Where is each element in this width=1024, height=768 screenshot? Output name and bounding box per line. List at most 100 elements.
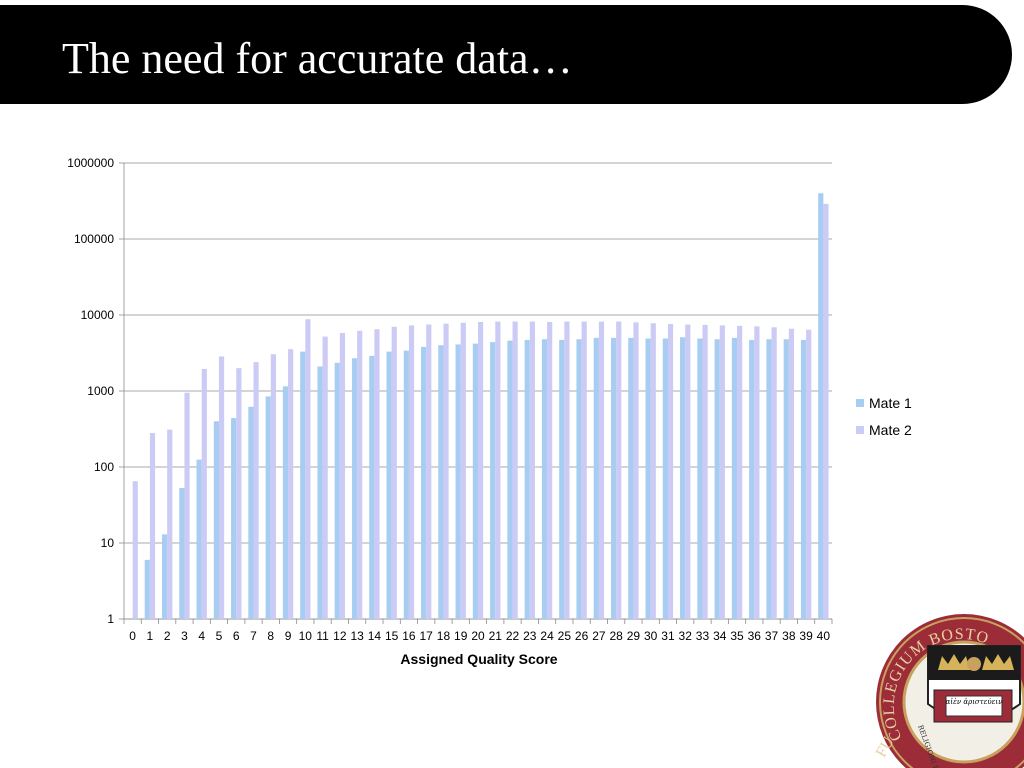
y-tick-label: 100000 — [74, 232, 114, 246]
x-tick-label: 20 — [471, 629, 485, 643]
x-tick-label: 23 — [523, 629, 537, 643]
x-tick-label: 12 — [333, 629, 347, 643]
x-tick-label: 8 — [267, 629, 274, 643]
x-tick-label: 24 — [540, 629, 554, 643]
bar-mate-1-21 — [490, 342, 496, 619]
bar-mate-2-13 — [357, 330, 363, 619]
bar-mate-2-40 — [823, 203, 829, 619]
bar-mate-1-7 — [248, 406, 254, 619]
x-tick-label: 15 — [385, 629, 399, 643]
x-tick-label: 14 — [368, 629, 382, 643]
bar-mate-2-6 — [236, 368, 242, 619]
x-tick-label: 28 — [609, 629, 623, 643]
legend: Mate 1 Mate 2 — [856, 395, 912, 438]
legend-swatch — [856, 426, 864, 434]
x-tick-label: 25 — [558, 629, 572, 643]
x-tick-label: 16 — [402, 629, 416, 643]
bar-mate-1-15 — [386, 351, 392, 619]
x-tick-label: 10 — [299, 629, 313, 643]
x-tick-label: 13 — [350, 629, 364, 643]
x-tick-label: 36 — [748, 629, 762, 643]
bar-mate-1-19 — [455, 344, 461, 619]
bar-mate-1-2 — [161, 534, 168, 619]
bar-mate-1-23 — [524, 339, 530, 619]
college-seal-icon: COLLEGIUM BOSTO FU αἰὲν ἀριστεύειν RELIG… — [873, 614, 1024, 768]
bar-mate-2-4 — [201, 368, 207, 619]
x-tick-label: 0 — [129, 629, 136, 643]
bar-mate-1-31 — [662, 338, 668, 619]
bar-mate-2-26 — [581, 321, 587, 619]
bar-mate-2-0 — [132, 481, 138, 619]
y-tick-label: 10 — [101, 536, 115, 550]
bar-mate-2-20 — [478, 321, 484, 619]
bar-mate-1-8 — [265, 396, 271, 619]
bar-mate-2-27 — [598, 321, 605, 619]
x-tick-label: 38 — [782, 629, 796, 643]
bar-mate-1-24 — [541, 339, 548, 619]
bar-mate-2-22 — [512, 321, 518, 619]
x-tick-label: 32 — [679, 629, 693, 643]
x-tick-label: 27 — [592, 629, 606, 643]
bar-mate-2-29 — [633, 322, 639, 619]
bar-mate-2-39 — [806, 329, 812, 619]
bar-mate-1-16 — [403, 350, 409, 619]
bar-mate-1-35 — [731, 337, 738, 619]
x-tick-label: 21 — [489, 629, 503, 643]
bar-mate-2-14 — [374, 329, 380, 619]
bar-mate-1-1 — [144, 559, 150, 619]
bar-mate-2-19 — [460, 322, 466, 619]
bar-mate-2-17 — [426, 324, 432, 619]
bar-mate-1-33 — [697, 338, 703, 619]
x-tick-label: 17 — [420, 629, 434, 643]
bar-mate-1-5 — [213, 421, 219, 619]
bar-mate-2-11 — [322, 336, 328, 619]
title-bar: The need for accurate data… — [0, 5, 1012, 104]
bar-mate-2-28 — [616, 321, 622, 619]
x-tick-label: 26 — [575, 629, 589, 643]
bar-mate-2-16 — [408, 325, 415, 619]
bar-mate-2-35 — [737, 325, 743, 619]
bar-mate-2-33 — [702, 324, 708, 619]
y-tick-label: 1 — [107, 612, 114, 626]
bar-mate-2-23 — [529, 321, 535, 619]
bar-mate-2-37 — [771, 327, 777, 619]
x-tick-label: 2 — [164, 629, 171, 643]
x-tick-label: 39 — [799, 629, 813, 643]
y-tick-label: 10000 — [81, 308, 115, 322]
bar-mate-1-9 — [282, 386, 289, 619]
slide-title: The need for accurate data… — [62, 34, 573, 83]
bar-mate-1-37 — [766, 339, 772, 619]
bar-mate-2-24 — [547, 321, 553, 619]
bar-mate-1-22 — [507, 340, 513, 619]
bar-mate-1-27 — [593, 337, 599, 619]
x-tick-label: 31 — [661, 629, 675, 643]
bar-mate-2-10 — [305, 319, 311, 619]
bar-mate-2-1 — [149, 433, 156, 619]
bar-mate-1-13 — [351, 358, 358, 619]
bar-mate-1-28 — [610, 337, 617, 619]
bar-mate-2-25 — [564, 321, 570, 619]
bar-mate-1-25 — [559, 339, 565, 619]
bar-mate-1-39 — [800, 339, 807, 619]
bar-mate-1-20 — [472, 343, 478, 619]
x-tick-label: 1 — [147, 629, 154, 643]
bar-mate-1-12 — [334, 362, 340, 619]
bar-mate-1-14 — [369, 355, 375, 619]
bar-mate-2-15 — [391, 326, 397, 619]
bar-mate-2-7 — [253, 362, 259, 619]
x-tick-label: 5 — [216, 629, 223, 643]
bar-mate-2-34 — [719, 325, 725, 619]
x-tick-label: 34 — [713, 629, 727, 643]
bar-mate-1-6 — [231, 418, 237, 619]
x-tick-label: 11 — [316, 629, 329, 643]
x-tick-label: 33 — [696, 629, 710, 643]
bar-mate-1-29 — [628, 337, 634, 619]
bar-mate-2-18 — [443, 323, 449, 619]
bar-mate-1-40 — [818, 193, 824, 619]
legend-label: Mate 2 — [869, 422, 912, 438]
bar-mate-2-21 — [495, 321, 501, 619]
x-tick-label: 18 — [437, 629, 451, 643]
bar-mate-1-34 — [714, 339, 720, 619]
x-tick-label: 3 — [181, 629, 188, 643]
